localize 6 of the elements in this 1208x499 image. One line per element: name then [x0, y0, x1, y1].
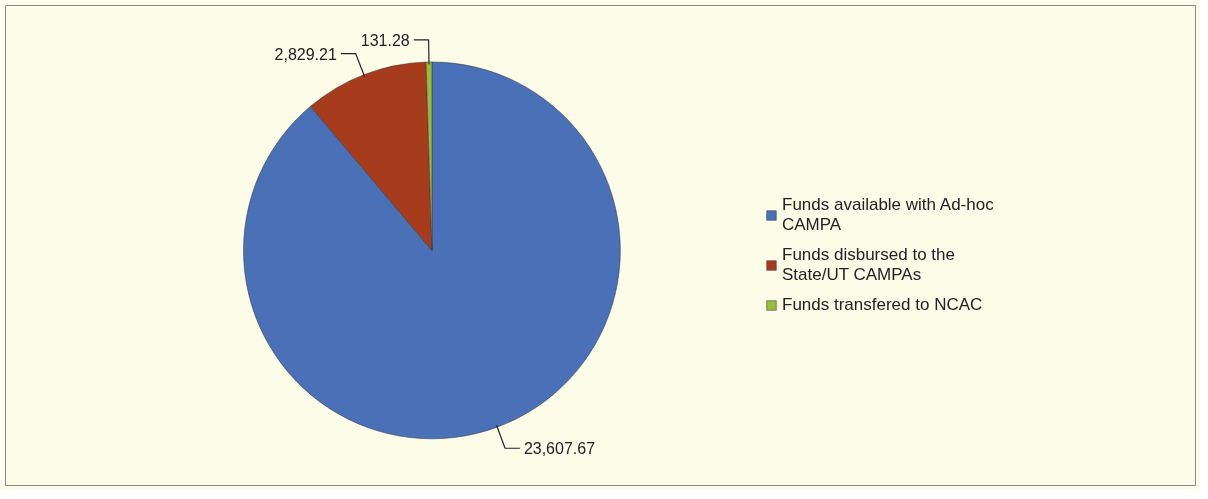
data-label: 2,829.21	[274, 45, 337, 63]
legend-label: Funds disbursed to the State/UT CAMPAs	[782, 245, 955, 285]
data-label: 23,607.67	[523, 440, 596, 458]
data-label: 131.28	[360, 31, 410, 49]
legend-label: Funds available with Ad-hoc CAMPA	[782, 195, 994, 235]
legend-label: Funds transfered to NCAC	[782, 295, 983, 315]
